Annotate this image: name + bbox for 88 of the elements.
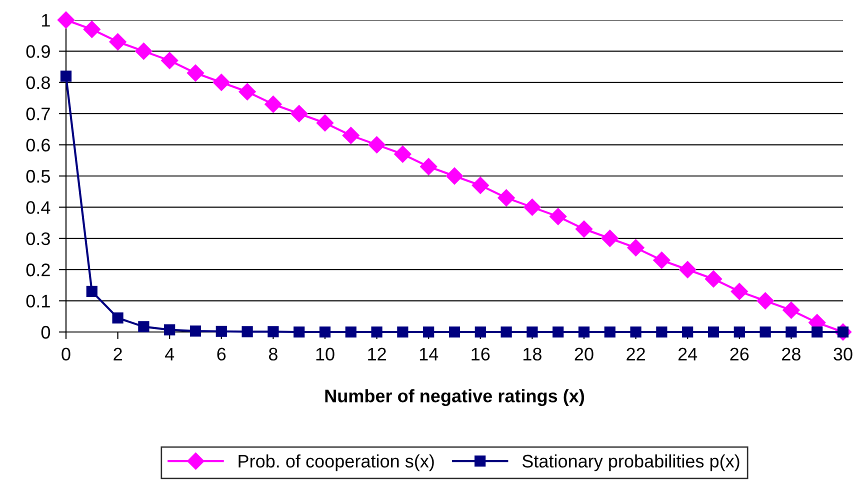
point — [423, 326, 434, 338]
point — [164, 324, 176, 336]
point — [216, 326, 227, 337]
point — [472, 176, 489, 194]
point — [734, 326, 745, 338]
point — [86, 286, 98, 297]
x-tick-label: 10 — [316, 348, 334, 361]
point — [420, 158, 438, 176]
point — [682, 326, 694, 338]
point — [161, 52, 178, 70]
point — [679, 261, 696, 278]
point — [345, 326, 356, 338]
x-tick-label: 18 — [524, 348, 542, 361]
point — [550, 208, 567, 226]
point — [604, 326, 616, 338]
point — [630, 326, 642, 338]
legend-label: Stationary probabilities p(x) — [522, 454, 740, 472]
y-tick-label: 0.9 — [26, 45, 50, 58]
x-tick-label: 0 — [62, 348, 70, 361]
point — [578, 326, 590, 338]
y-tick-label: 0.5 — [26, 170, 50, 183]
y-tick-label: 0.4 — [26, 201, 50, 214]
x-tick-label: 12 — [368, 348, 386, 360]
point — [316, 114, 334, 132]
x-tick-label: 26 — [730, 348, 749, 361]
point — [112, 312, 124, 324]
point — [653, 252, 670, 269]
point — [524, 198, 541, 216]
point — [242, 326, 253, 338]
x-tick-label: 4 — [164, 348, 174, 360]
y-tick-label: 0.2 — [26, 264, 50, 276]
point — [190, 326, 202, 337]
point — [704, 270, 722, 288]
point — [264, 96, 282, 113]
point — [601, 230, 618, 247]
x-tick-label: 2 — [114, 348, 122, 360]
x-tick-label: 20 — [574, 348, 594, 361]
y-tick-label: 0 — [41, 326, 50, 339]
point — [786, 326, 797, 338]
point — [756, 292, 774, 310]
x-tick-label: 30 — [834, 348, 852, 361]
x-axis-title: Number of negative ratings (x) — [325, 389, 584, 406]
x-tick-label: 28 — [782, 348, 800, 361]
legend-label: Prob. of cooperation s(x) — [238, 454, 434, 472]
point — [371, 326, 382, 338]
x-tick-label: 24 — [678, 348, 698, 360]
point — [212, 74, 230, 91]
x-tick-label: 6 — [217, 348, 226, 361]
point — [474, 326, 486, 338]
point — [708, 326, 720, 338]
point — [238, 83, 256, 100]
y-tick-label: 0.3 — [26, 232, 50, 246]
point — [186, 64, 204, 82]
point — [498, 189, 515, 206]
point — [526, 326, 538, 338]
point — [552, 326, 564, 338]
x-tick-label: 8 — [268, 348, 278, 361]
point — [500, 326, 512, 338]
point — [83, 20, 100, 38]
point — [342, 126, 360, 144]
point — [627, 239, 644, 256]
y-tick-label: 1 — [42, 14, 50, 27]
point — [446, 167, 464, 185]
point — [135, 42, 152, 60]
point — [397, 326, 408, 338]
point — [656, 326, 668, 338]
point — [138, 321, 150, 332]
point — [760, 326, 771, 338]
point — [448, 326, 460, 338]
x-tick-label: 22 — [626, 348, 645, 360]
point — [319, 326, 331, 338]
point — [575, 220, 593, 238]
point — [782, 302, 800, 319]
x-tick-label: 14 — [420, 348, 438, 360]
point — [730, 282, 748, 300]
point — [268, 326, 279, 338]
point — [109, 33, 126, 50]
y-tick-label: 0.6 — [26, 138, 50, 152]
point — [394, 146, 412, 163]
point — [294, 326, 305, 338]
point — [290, 105, 308, 122]
point — [812, 326, 823, 338]
point — [57, 11, 75, 29]
y-tick-label: 0.7 — [26, 108, 50, 120]
y-tick-label: 0.8 — [26, 76, 50, 90]
y-tick-label: 0.1 — [26, 294, 50, 308]
point — [368, 136, 386, 154]
x-tick-label: 16 — [472, 348, 490, 361]
